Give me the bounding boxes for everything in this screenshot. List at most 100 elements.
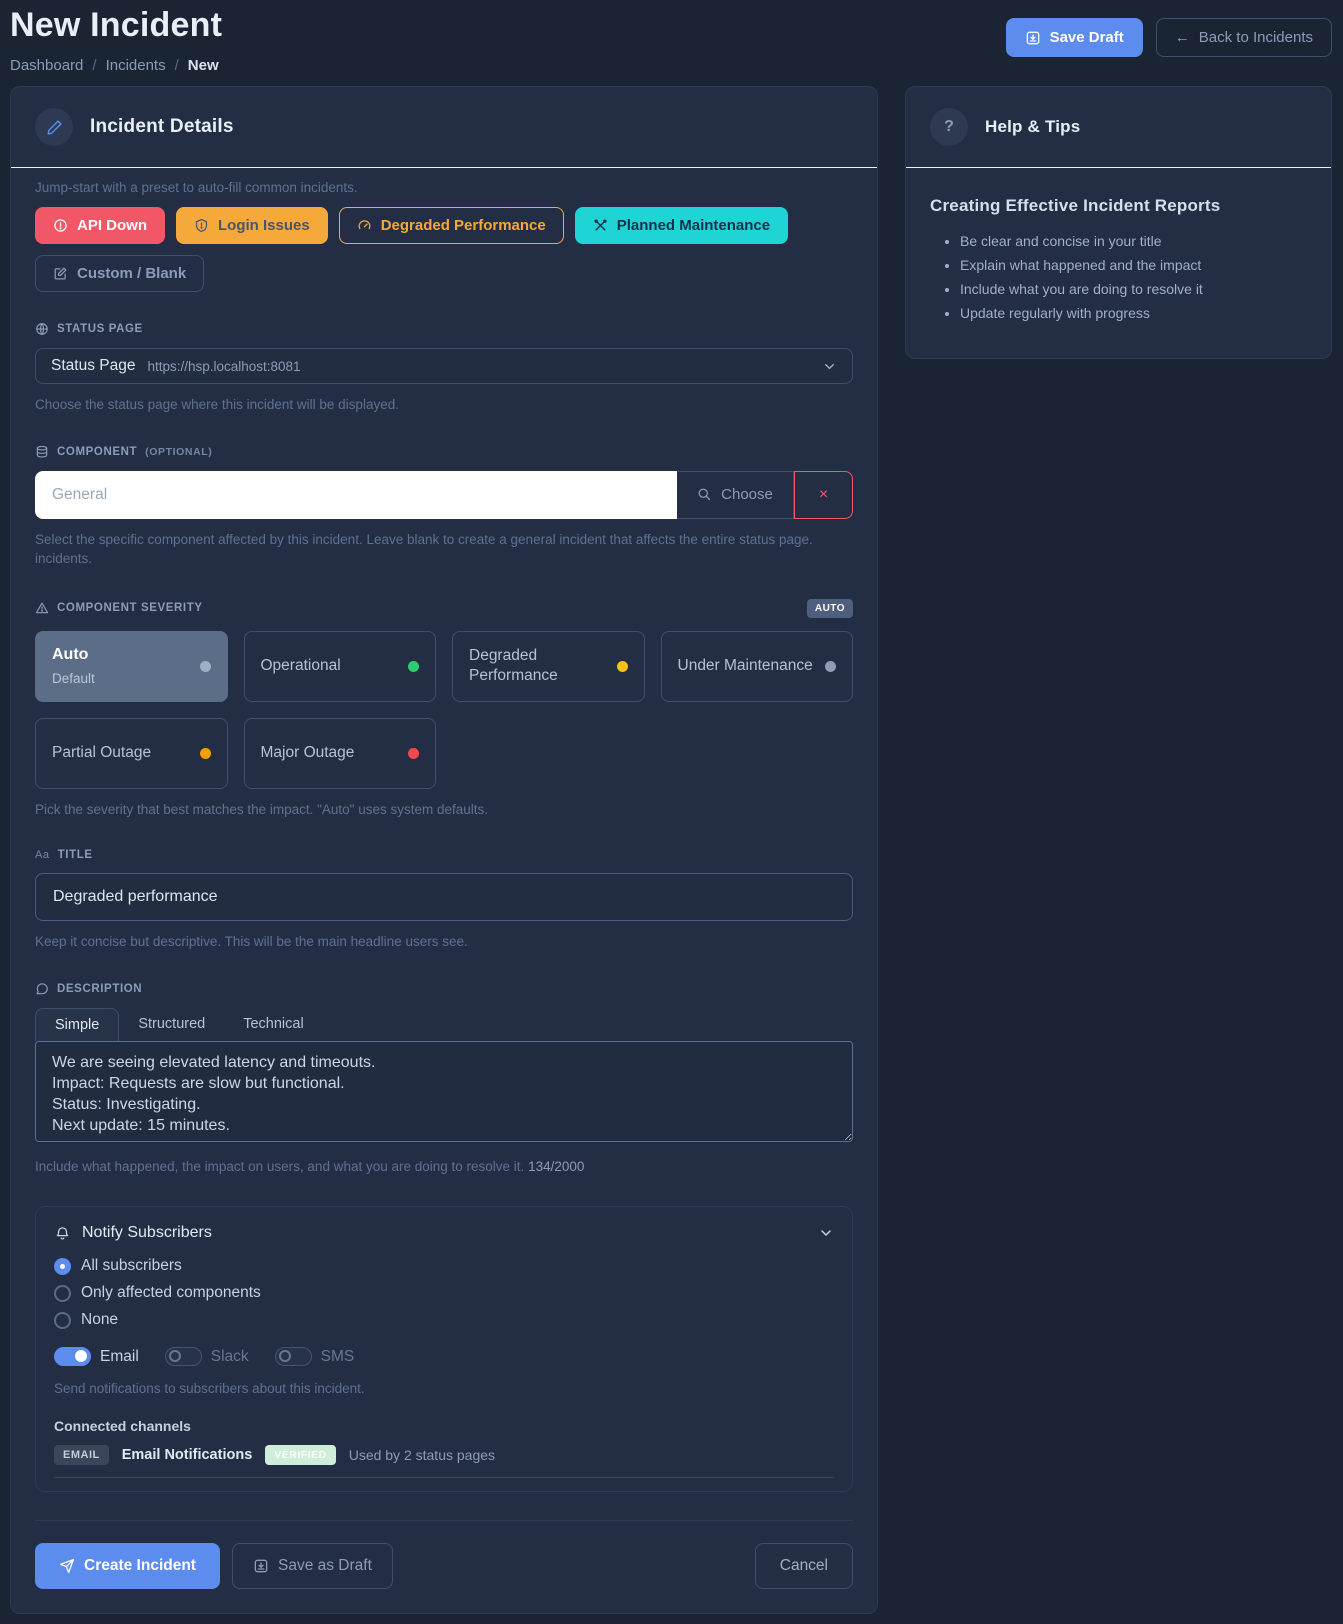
breadcrumb-incidents[interactable]: Incidents bbox=[105, 57, 166, 74]
choose-label: Choose bbox=[721, 486, 773, 504]
toggle-label: Email bbox=[100, 1347, 139, 1365]
status-page-select[interactable]: Status Page https://hsp.localhost:8081 bbox=[35, 348, 853, 384]
toggle-switch[interactable] bbox=[274, 1347, 312, 1367]
radio-label: Only affected components bbox=[81, 1284, 261, 1302]
incident-details-body: Jump-start with a preset to auto-fill co… bbox=[11, 168, 877, 1613]
back-to-incidents-button[interactable]: ← Back to Incidents bbox=[1155, 18, 1332, 57]
notify-audience-radios: All subscribers Only affected components… bbox=[54, 1257, 834, 1329]
search-icon bbox=[697, 487, 712, 502]
severity-option-label: Auto bbox=[52, 646, 89, 664]
toggle-knob bbox=[278, 1350, 291, 1363]
severity-option-operational[interactable]: Operational bbox=[243, 630, 436, 702]
preset-api-down-button[interactable]: API Down bbox=[35, 207, 165, 244]
save-as-draft-button[interactable]: Save as Draft bbox=[231, 1543, 393, 1590]
status-dot bbox=[199, 660, 211, 672]
create-incident-button[interactable]: Create Incident bbox=[35, 1543, 220, 1590]
severity-option-under-maintenance[interactable]: Under Maintenance bbox=[660, 630, 853, 702]
preset-label: API Down bbox=[77, 217, 147, 234]
severity-option-major-outage[interactable]: Major Outage bbox=[243, 717, 436, 789]
notify-subscribers-title: Notify Subscribers bbox=[82, 1224, 212, 1242]
status-page-help: Choose the status page where this incide… bbox=[35, 397, 399, 412]
tools-icon bbox=[593, 218, 608, 233]
save-draft-button[interactable]: Save Draft bbox=[1005, 18, 1143, 57]
page-header-left: New Incident Dashboard / Incidents / New bbox=[10, 6, 222, 74]
chevron-down-icon bbox=[822, 359, 837, 374]
status-dot bbox=[408, 747, 419, 759]
save-icon bbox=[1025, 30, 1041, 46]
main-content: Incident Details Jump-start with a prese… bbox=[0, 86, 1343, 1624]
title-help: Keep it concise but descriptive. This wi… bbox=[35, 934, 468, 950]
radio-label: All subscribers bbox=[81, 1257, 182, 1275]
preset-label: Login Issues bbox=[218, 217, 310, 234]
question-circle-icon: ? bbox=[930, 108, 968, 146]
severity-option-degraded-performance[interactable]: Degraded Performance bbox=[452, 630, 645, 702]
toggle-knob bbox=[75, 1350, 87, 1363]
severity-option-partial-outage[interactable]: Partial Outage bbox=[35, 717, 228, 789]
tip-item: Include what you are doing to resolve it bbox=[960, 280, 1307, 299]
toggle-email[interactable]: Email bbox=[54, 1347, 139, 1367]
component-input[interactable] bbox=[35, 470, 677, 519]
severity-label: COMPONENT SEVERITY bbox=[35, 601, 203, 615]
edit-square-icon bbox=[53, 266, 68, 281]
title-input[interactable] bbox=[35, 873, 853, 922]
radio-all-subscribers[interactable]: All subscribers bbox=[54, 1257, 834, 1275]
preset-label: Planned Maintenance bbox=[616, 217, 771, 234]
tip-item: Explain what happened and the impact bbox=[960, 256, 1307, 275]
tab-structured[interactable]: Structured bbox=[138, 1015, 206, 1032]
toggle-switch[interactable] bbox=[164, 1347, 202, 1367]
description-label: DESCRIPTION bbox=[35, 982, 853, 996]
toggle-label: SMS bbox=[320, 1347, 355, 1365]
radio-only-affected-components[interactable]: Only affected components bbox=[54, 1284, 834, 1302]
bell-icon bbox=[54, 1225, 71, 1242]
cancel-label: Cancel bbox=[779, 1557, 828, 1575]
preset-custom-blank-button[interactable]: Custom / Blank bbox=[35, 255, 205, 292]
help-tips-header: ? Help & Tips bbox=[906, 87, 1331, 168]
component-clear-button[interactable]: × bbox=[794, 470, 853, 519]
severity-option-auto[interactable]: Auto Default bbox=[35, 630, 228, 702]
tip-item: Update regularly with progress bbox=[960, 304, 1307, 323]
toggle-switch[interactable] bbox=[54, 1347, 91, 1367]
breadcrumb-dashboard[interactable]: Dashboard bbox=[10, 57, 84, 74]
component-optional-label: (OPTIONAL) bbox=[145, 445, 213, 458]
component-help: Select the specific component affected b… bbox=[35, 531, 813, 567]
component-section: COMPONENT (OPTIONAL) Choose × Selec bbox=[35, 445, 853, 569]
cancel-button[interactable]: Cancel bbox=[754, 1543, 853, 1590]
header-actions: Save Draft ← Back to Incidents bbox=[1005, 6, 1332, 57]
send-icon bbox=[59, 1558, 75, 1574]
help-tips-body: Creating Effective Incident Reports Be c… bbox=[906, 168, 1331, 358]
severity-head: COMPONENT SEVERITY AUTO bbox=[35, 598, 853, 618]
radio-icon bbox=[54, 1257, 71, 1275]
tab-technical[interactable]: Technical bbox=[243, 1015, 304, 1032]
toggle-sms[interactable]: SMS bbox=[274, 1347, 355, 1367]
radio-icon bbox=[54, 1284, 71, 1302]
radio-none[interactable]: None bbox=[54, 1311, 834, 1329]
help-tips-card: ? Help & Tips Creating Effective Inciden… bbox=[905, 86, 1332, 359]
preset-label: Custom / Blank bbox=[77, 265, 187, 282]
preset-login-issues-button[interactable]: Login Issues bbox=[176, 207, 328, 244]
toggle-slack[interactable]: Slack bbox=[164, 1347, 249, 1367]
chevron-down-icon[interactable] bbox=[818, 1225, 834, 1241]
status-dot bbox=[199, 747, 211, 759]
incident-details-title: Incident Details bbox=[90, 116, 234, 137]
severity-section: COMPONENT SEVERITY AUTO Auto Default Oper… bbox=[35, 598, 853, 820]
channel-name: Email Notifications bbox=[121, 1447, 253, 1464]
notify-subscribers-header[interactable]: Notify Subscribers bbox=[54, 1224, 834, 1242]
channel-row: EMAIL Email Notifications VERIFIED Used … bbox=[54, 1445, 834, 1479]
title-label: Aa TITLE bbox=[35, 849, 93, 862]
auto-badge: AUTO bbox=[806, 598, 853, 618]
component-choose-button[interactable]: Choose bbox=[677, 470, 794, 519]
status-page-url: https://hsp.localhost:8081 bbox=[147, 358, 301, 374]
preset-planned-maintenance-button[interactable]: Planned Maintenance bbox=[574, 207, 789, 244]
page-title: New Incident bbox=[10, 6, 223, 44]
arrow-left-icon: ← bbox=[1174, 29, 1190, 46]
description-help: Include what happened, the impact on use… bbox=[35, 1157, 853, 1177]
description-textarea[interactable]: We are seeing elevated latency and timeo… bbox=[35, 1040, 853, 1142]
breadcrumb-separator: / bbox=[174, 57, 179, 74]
globe-icon bbox=[35, 322, 49, 336]
back-label: Back to Incidents bbox=[1198, 29, 1313, 46]
tip-item: Be clear and concise in your title bbox=[960, 232, 1307, 251]
tab-simple[interactable]: Simple bbox=[35, 1007, 120, 1041]
status-page-section: STATUS PAGE Status Page https://hsp.loca… bbox=[35, 322, 853, 415]
status-page-label: STATUS PAGE bbox=[35, 322, 853, 336]
preset-degraded-performance-button[interactable]: Degraded Performance bbox=[338, 207, 564, 244]
